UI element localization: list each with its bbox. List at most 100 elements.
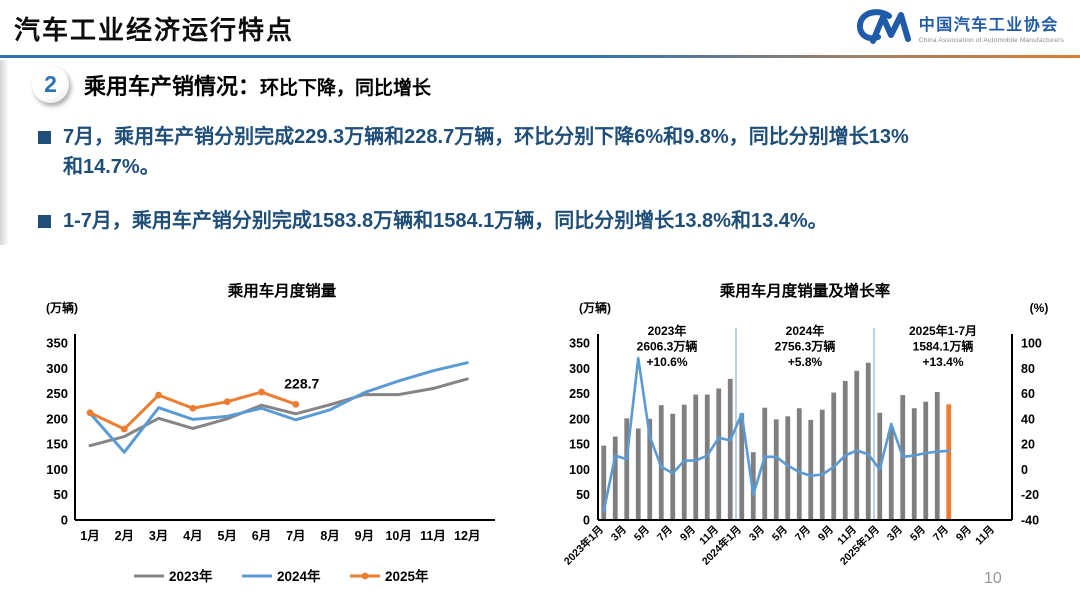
- x-tick-label: 3月: [149, 529, 168, 543]
- marker-2025年: [292, 400, 300, 408]
- y-tick-label-left: 0: [583, 514, 590, 528]
- sales-bar: [796, 408, 802, 520]
- sales-bar: [693, 394, 699, 520]
- line-series-2023年: [88, 377, 469, 448]
- x-tick-label: 2023年1月: [561, 523, 606, 568]
- x-tick-label: 5月: [632, 524, 652, 544]
- marker-2025年: [258, 388, 265, 396]
- x-tick-label: 12月: [454, 529, 480, 543]
- annotation-text: 2606.3万辆: [637, 339, 698, 354]
- sales-bar: [808, 419, 814, 520]
- y-tick-label-left: 200: [569, 412, 590, 426]
- x-tick-label: 5月: [908, 524, 928, 544]
- sales-bar: [911, 408, 917, 520]
- annotation-text: +10.6%: [646, 355, 687, 369]
- annotation-text: 2756.3万辆: [775, 339, 836, 354]
- y-tick-label-right: 80: [1021, 362, 1035, 376]
- section-heading: 2 乘用车产销情况：环比下降，同比增长: [32, 66, 431, 103]
- sales-bar: [854, 370, 860, 520]
- bullet-text: 7月，乘用车产销分别完成229.3万辆和228.7万辆，环比分别下降6%和9.8…: [63, 126, 909, 178]
- sales-bar: [647, 418, 653, 520]
- bullet-list: 7月，乘用车产销分别完成229.3万辆和228.7万辆，环比分别下降6%和9.8…: [38, 122, 1048, 260]
- annotation-text: 2023年: [648, 323, 687, 338]
- sales-bar: [727, 378, 733, 520]
- header-divider: [0, 55, 1080, 58]
- x-tick-label: 9月: [678, 524, 698, 544]
- sales-bar: [716, 388, 722, 520]
- bullet-square-icon: [38, 215, 51, 228]
- sales-bar: [624, 418, 630, 520]
- sales-bar: [785, 416, 791, 520]
- y-axis-unit-label: (万辆): [46, 300, 78, 315]
- line-series-2024年: [88, 361, 469, 454]
- sales-bar: [934, 392, 940, 520]
- y-tick-label-right: -20: [1021, 488, 1039, 502]
- x-tick-label: 7月: [655, 524, 675, 544]
- y-tick-label: 350: [46, 336, 68, 351]
- y-tick-label-left: 350: [569, 337, 590, 351]
- y-tick-label-left: 150: [569, 438, 590, 452]
- section-subtitle: 环比下降，同比增长: [260, 77, 432, 99]
- marker-2025年: [86, 409, 94, 417]
- bullet-item: 7月，乘用车产销分别完成229.3万辆和228.7万辆，环比分别下降6%和9.8…: [38, 122, 1048, 182]
- logo-org-name-en: China Association of Automobile Manufact…: [918, 36, 1064, 44]
- x-tick-label: 9月: [816, 524, 836, 544]
- sales-bar: [704, 394, 710, 520]
- bullet-item: 1-7月，乘用车产销分别完成1583.8万辆和1584.1万辆，同比分别增长13…: [38, 206, 1048, 236]
- x-tick-label: 2月: [115, 529, 134, 543]
- x-tick-label: 11月: [973, 524, 997, 548]
- x-tick-label: 7月: [931, 524, 951, 544]
- data-label: 228.7: [284, 375, 319, 391]
- x-tick-label: 3月: [747, 524, 767, 544]
- sales-bar: [865, 362, 871, 520]
- page-number: 10: [984, 570, 1002, 587]
- sales-bar: [923, 401, 929, 520]
- legend-label: 2023年: [169, 568, 213, 584]
- monthly-sales-line-chart: 乘用车月度销量 (万辆) 0 50 100 150 200 250 300 350 1月 2月 3月 4月…: [46, 281, 495, 584]
- caam-logo: 中国汽车工业协会 China Association of Automobile…: [855, 7, 1064, 47]
- annotation-text: +13.4%: [922, 355, 963, 369]
- x-tick-label: 10月: [385, 529, 411, 543]
- x-tick-label: 3月: [885, 524, 905, 544]
- sales-bar: [601, 445, 607, 520]
- y-axis-right-unit-label: (%): [1030, 301, 1049, 315]
- sales-bar: [670, 413, 676, 520]
- annotation-text: +5.8%: [788, 355, 823, 369]
- y-tick-label-left: 100: [569, 463, 590, 477]
- y-tick-label: 300: [46, 361, 68, 376]
- section-title: 乘用车产销情况：: [84, 73, 261, 99]
- sales-bar: [658, 405, 664, 520]
- sales-bar: [831, 392, 837, 520]
- left-edge-shadow: [0, 60, 9, 245]
- sales-bar: [946, 404, 952, 520]
- y-tick-label-left: 50: [576, 488, 590, 502]
- x-tick-label: 5月: [217, 529, 236, 543]
- annotation-text: 2024年: [786, 323, 825, 338]
- y-tick-label-left: 250: [569, 387, 590, 401]
- y-tick-label: 200: [46, 411, 68, 426]
- x-tick-label: 4月: [183, 529, 202, 543]
- bullet-square-icon: [38, 131, 51, 144]
- chart-title: 乘用车月度销量及增长率: [719, 281, 891, 300]
- x-tick-label: 3月: [609, 524, 629, 544]
- marker-2025年: [223, 398, 231, 406]
- bullet-text: 1-7月，乘用车产销分别完成1583.8万辆和1584.1万辆，同比分别增长13…: [63, 210, 828, 232]
- y-tick-label-right: 40: [1021, 412, 1035, 426]
- sales-bar: [635, 428, 641, 520]
- monthly-sales-growth-combo-chart: 乘用车月度销量及增长率(万辆) (%)050100150200250300350-…: [561, 281, 1049, 568]
- x-tick-label: 9月: [355, 529, 374, 543]
- annotation-text: 1584.1万辆: [913, 339, 974, 354]
- legend-marker-2025年: [361, 572, 369, 580]
- sales-bar: [888, 428, 894, 520]
- annotation-text: 2025年1-7月: [909, 323, 977, 338]
- x-tick-label: 9月: [954, 524, 974, 544]
- x-tick-label: 1月: [80, 529, 99, 543]
- page-title: 汽车工业经济运行特点: [14, 15, 295, 45]
- y-tick-label-right: 20: [1021, 438, 1035, 452]
- sales-bar: [739, 413, 745, 520]
- y-tick-label-right: 60: [1021, 387, 1035, 401]
- x-tick-label: 7月: [286, 529, 305, 543]
- sales-bar: [773, 419, 779, 520]
- section-number-badge: 2: [32, 66, 69, 103]
- y-tick-label-right: 100: [1021, 337, 1042, 351]
